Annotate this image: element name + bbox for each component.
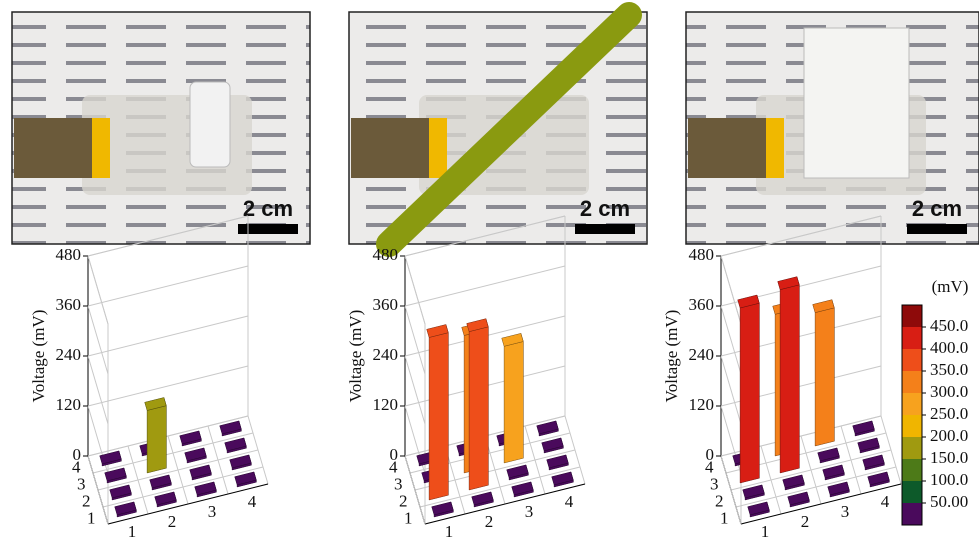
z-tick-label: 120 (689, 395, 715, 414)
colorbar-segment (902, 393, 922, 415)
colorbar-segment (902, 415, 922, 437)
y-tick-label: 4 (705, 457, 714, 476)
block (804, 28, 909, 178)
grid-line (88, 316, 248, 356)
chart: 0120240360480Voltage (mV)12341234 (346, 216, 585, 538)
bar-front (469, 327, 488, 490)
scale-bar (907, 224, 967, 234)
grid-line (88, 266, 248, 306)
cylinder (190, 82, 230, 167)
y-tick-label: 3 (394, 474, 403, 493)
grid-line (88, 306, 108, 374)
bar-front (429, 333, 448, 500)
bar-front (780, 285, 799, 473)
y-tick-label: 2 (82, 491, 91, 510)
y-tick-label: 4 (389, 457, 398, 476)
x-tick-label: 1 (445, 522, 454, 538)
x-tick-label: 3 (841, 502, 850, 521)
z-tick-label: 480 (689, 245, 715, 264)
z-tick-label: 120 (56, 395, 82, 414)
figure: 2 cm2 cm2 cm 0120240360480Voltage (mV)12… (0, 0, 979, 538)
colorbar-tick-label: 400.0 (930, 338, 968, 357)
y-tick-label: 1 (720, 508, 729, 527)
colorbar-segment (902, 371, 922, 393)
scale-bar (238, 224, 298, 234)
colorbar-segment (902, 327, 922, 349)
grid-line (88, 356, 108, 424)
x-tick-label: 4 (565, 492, 574, 511)
grid-line (721, 256, 741, 324)
x-tick-label: 4 (881, 492, 890, 511)
z-tick-label: 240 (56, 345, 82, 364)
z-tick-label: 480 (373, 245, 399, 264)
colorbar-tick-label: 50.00 (930, 492, 968, 511)
scale-label: 2 cm (580, 196, 630, 221)
colorbar-segment (902, 503, 922, 525)
y-tick-label: 2 (715, 491, 724, 510)
x-tick-label: 2 (801, 512, 810, 531)
grid-line (88, 256, 108, 324)
grid-line (88, 366, 248, 406)
x-tick-label: 3 (525, 502, 534, 521)
x-tick-label: 1 (128, 522, 137, 538)
y-tick-label: 1 (404, 508, 413, 527)
colorbar: (mV) 50.00 100.0 150.0 200.0 250.0 300.0 350.0 4… (902, 277, 968, 525)
colorbar-segment (902, 305, 922, 327)
colorbar-tick-label: 450.0 (930, 316, 968, 335)
gold-pad (429, 118, 447, 178)
x-tick-label: 4 (248, 492, 257, 511)
z-tick-label: 480 (56, 245, 82, 264)
chart: 0120240360480Voltage (mV)12341234 (29, 216, 268, 538)
colorbar-segment (902, 349, 922, 371)
colorbar-tick-label: 350.0 (930, 360, 968, 379)
grid-line (405, 256, 425, 324)
y-tick-label: 4 (72, 457, 81, 476)
x-tick-label: 2 (168, 512, 177, 531)
z-tick-label: 360 (689, 295, 715, 314)
x-tick-label: 1 (761, 522, 770, 538)
gold-pad (766, 118, 784, 178)
z-tick-label: 360 (56, 295, 82, 314)
bar-front (147, 406, 166, 473)
colorbar-unit: (mV) (932, 277, 969, 296)
y-tick-label: 3 (77, 474, 86, 493)
z-tick-label: 240 (689, 345, 715, 364)
colorbar-tick-label: 200.0 (930, 426, 968, 445)
grid-line (405, 356, 425, 424)
grid-line (88, 416, 248, 456)
x-tick-label: 2 (485, 512, 494, 531)
grid-line (405, 266, 565, 306)
scale-label: 2 cm (912, 196, 962, 221)
photo-row: 2 cm 2 cm 2 cm (12, 12, 979, 244)
z-axis-title: Voltage (mV) (346, 310, 365, 403)
colorbar-tick-label: 300.0 (930, 382, 968, 401)
bar-front (815, 308, 834, 446)
z-axis-title: Voltage (mV) (29, 310, 48, 403)
colorbar-segment (902, 459, 922, 481)
z-axis-title: Voltage (mV) (662, 310, 681, 403)
bar-front (740, 303, 759, 483)
z-tick-label: 240 (373, 345, 399, 364)
scale-label: 2 cm (243, 196, 293, 221)
x-tick-label: 3 (208, 502, 217, 521)
colorbar-tick-label: 150.0 (930, 448, 968, 467)
z-tick-label: 120 (373, 395, 399, 414)
colorbar-tick-label: 250.0 (930, 404, 968, 423)
y-tick-label: 3 (710, 474, 719, 493)
colorbar-tick-label: 100.0 (930, 470, 968, 489)
scale-bar (575, 224, 635, 234)
bar-front (504, 342, 523, 463)
gold-pad (92, 118, 110, 178)
colorbar-segment (902, 437, 922, 459)
y-tick-label: 2 (399, 491, 408, 510)
grid-line (721, 306, 741, 374)
colorbar-segment (902, 481, 922, 503)
z-tick-label: 360 (373, 295, 399, 314)
grid-line (721, 356, 741, 424)
grid-line (405, 306, 425, 374)
y-tick-label: 1 (87, 508, 96, 527)
